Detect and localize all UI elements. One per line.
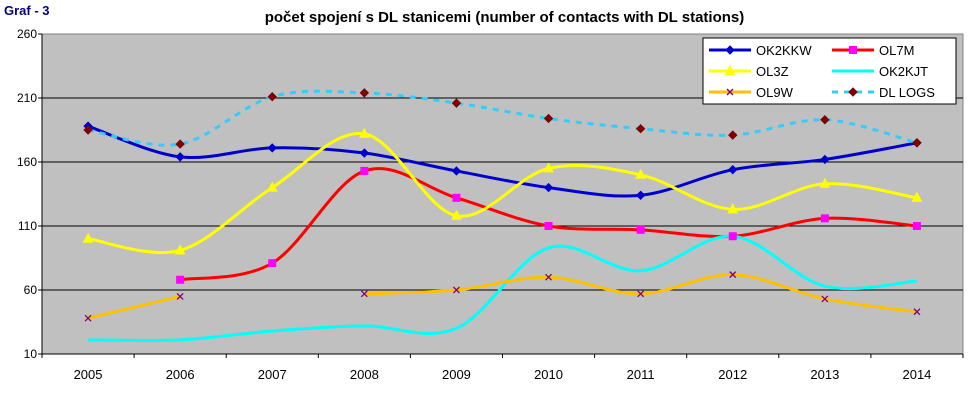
legend-label-ol9w: OL9W xyxy=(756,85,794,100)
data-point-ok2kkw xyxy=(635,190,646,200)
x-tick-label: 2009 xyxy=(442,367,471,382)
y-tick-label: 10 xyxy=(24,347,38,361)
data-point-ok2kkw xyxy=(451,166,462,176)
x-marker-stroke xyxy=(729,271,737,279)
legend-label-dl-logs: DL LOGS xyxy=(879,85,935,100)
data-point-ol7m xyxy=(544,222,553,230)
data-point-ol9w xyxy=(545,273,553,281)
x-tick-label: 2005 xyxy=(74,367,103,382)
data-point-ok2kkw xyxy=(359,148,370,158)
legend-marker-ol3z xyxy=(724,64,736,75)
series-line-ok2kjt xyxy=(88,234,918,343)
data-point-ok2kkw xyxy=(267,143,277,153)
data-point-ol3z xyxy=(543,162,554,173)
axes: 10 60 110 160 210 260 2005 2006 2007 2008 2009 2010… xyxy=(17,27,964,382)
data-point-dl-logs xyxy=(267,92,277,102)
y-tick-label: 110 xyxy=(18,219,37,233)
legend: OK2KKW OL7M OL3Z OK2KJT OL9W DL LOGS xyxy=(702,37,957,105)
data-point-ol7m xyxy=(176,275,185,284)
data-point-ol7m xyxy=(912,222,921,230)
data-point-dl-logs xyxy=(728,130,738,140)
data-point-ol7m xyxy=(728,232,737,241)
data-point-ok2kkw xyxy=(175,152,185,162)
legend-label-ol7m: OL7M xyxy=(879,43,914,58)
x-tick-label: 2012 xyxy=(718,367,747,382)
data-point-ol3z xyxy=(635,168,646,179)
x-tick-label: 2008 xyxy=(350,367,379,382)
y-tick-label: 260 xyxy=(17,27,37,41)
data-point-ol9w xyxy=(176,292,184,300)
x-marker-stroke xyxy=(452,286,460,294)
data-point-ol9w xyxy=(84,314,92,322)
legend-label-ok2kkw: OK2KKW xyxy=(756,43,812,58)
data-point-ol7m xyxy=(452,193,461,202)
data-point-ol9w xyxy=(452,286,460,294)
x-marker-stroke xyxy=(726,88,734,96)
series-line-ol9w xyxy=(87,294,181,320)
data-point-ol9w xyxy=(821,295,829,303)
data-point-ol3z xyxy=(174,244,186,255)
x-tick-label: 2013 xyxy=(810,367,839,382)
data-point-dl-logs xyxy=(635,124,646,134)
data-point-ol3z xyxy=(266,181,278,192)
x-marker-stroke xyxy=(821,295,829,303)
legend-label-ok2kjt: OK2KJT xyxy=(879,64,928,79)
x-marker-stroke xyxy=(84,314,92,322)
data-point-ol7m xyxy=(360,166,369,175)
data-point-ol3z xyxy=(451,209,462,220)
x-marker-stroke xyxy=(176,292,184,300)
data-point-dl-logs xyxy=(451,98,462,108)
legend-label-ol3z: OL3Z xyxy=(756,64,789,79)
data-point-ok2kkw xyxy=(728,164,738,175)
chart-title: počet spojení s DL stanicemi (number of … xyxy=(264,9,745,26)
data-point-ol3z xyxy=(82,232,94,243)
data-point-ol7m xyxy=(636,225,645,234)
legend-marker-ok2kkw xyxy=(725,45,735,55)
data-point-ol9w xyxy=(913,308,921,316)
x-tick-label: 2011 xyxy=(627,367,655,382)
data-point-ol7m xyxy=(268,259,277,268)
data-point-dl-logs xyxy=(543,113,554,124)
legend-marker-dl-logs xyxy=(848,87,858,97)
data-point-dl-logs xyxy=(820,115,830,125)
data-point-dl-logs xyxy=(359,88,370,98)
data-point-ol3z xyxy=(819,177,831,188)
data-point-ol9w xyxy=(729,271,737,279)
graph-number-label: Graf - 3 xyxy=(4,3,50,18)
data-point-ol3z xyxy=(911,191,923,202)
x-tick-label: 2007 xyxy=(258,367,287,382)
y-tick-label: 60 xyxy=(24,283,38,297)
x-marker-stroke xyxy=(360,290,368,298)
data-point-ol9w xyxy=(637,290,645,298)
x-marker-stroke xyxy=(637,290,645,298)
y-tick-label: 160 xyxy=(17,155,37,169)
x-marker-stroke xyxy=(913,308,921,316)
series-line-ok2kkw xyxy=(87,124,918,198)
x-tick-label: 2006 xyxy=(166,367,195,382)
series-markers xyxy=(82,88,923,322)
data-point-ok2kkw xyxy=(820,154,830,165)
series-line-ol3z xyxy=(87,132,918,255)
data-point-ok2kkw xyxy=(543,182,554,193)
data-point-ol3z xyxy=(359,127,370,138)
y-tick-label: 210 xyxy=(17,91,37,105)
data-point-dl-logs xyxy=(912,138,922,148)
legend-marker-ol9w xyxy=(726,88,734,96)
series-line-ol7m xyxy=(179,167,918,282)
series-line-dl-logs xyxy=(87,89,918,147)
x-tick-label: 2014 xyxy=(902,367,931,382)
x-tick-label: 2010 xyxy=(534,367,563,382)
data-point-dl-logs xyxy=(83,125,93,135)
x-marker-stroke xyxy=(545,273,553,281)
data-point-ol3z xyxy=(727,203,739,214)
legend-marker-ol7m xyxy=(849,46,857,54)
data-point-ol9w xyxy=(360,290,368,298)
data-point-ol7m xyxy=(820,214,829,223)
data-point-dl-logs xyxy=(175,139,185,149)
